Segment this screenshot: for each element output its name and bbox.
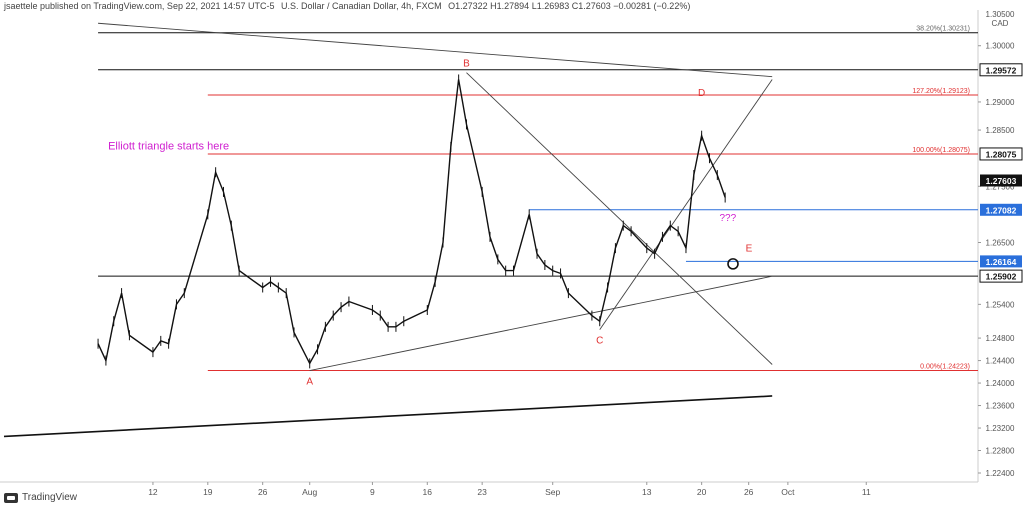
trendline-0	[309, 275, 773, 371]
time-tick-label-12: 11	[862, 487, 871, 497]
price-badge-label-1: 1.28075	[986, 149, 1017, 159]
time-tick-label-11: Oct	[781, 487, 795, 497]
price-tick-label-8: 1.24000	[986, 379, 1015, 388]
trendline-3	[3, 395, 773, 438]
wave-label-d: D	[698, 88, 705, 99]
price-badge-0	[979, 63, 1023, 77]
chart-header: jsaettele published on TradingView.com, …	[4, 1, 694, 11]
trendline-1	[466, 72, 773, 365]
time-tick-label-4: 9	[370, 487, 375, 497]
price-badge-label-5: 1.25902	[986, 272, 1017, 282]
price-badge-2	[980, 174, 1022, 187]
price-badge-label-0: 1.29572	[986, 65, 1017, 75]
price-series-line	[97, 79, 726, 365]
time-tick-label-1: 19	[203, 487, 213, 497]
fib-label-1: 127.20%(1.29123)	[912, 88, 970, 95]
price-tick-label-12: 1.22400	[986, 469, 1015, 478]
price-badge-4	[980, 255, 1022, 268]
wave-label-b: B	[463, 59, 470, 70]
price-badge-5	[979, 269, 1023, 283]
price-tick-label-10: 1.23200	[986, 424, 1015, 433]
wave-label-c: C	[596, 336, 603, 347]
fib-label-2: 100.00%(1.28075)	[912, 147, 970, 154]
question-annotation: ???	[719, 213, 736, 224]
price-tick-label-4: 1.26500	[986, 239, 1015, 248]
tradingview-brand[interactable]: TradingView	[4, 492, 77, 503]
price-tick-label-5: 1.25400	[986, 300, 1015, 309]
wave-label-e: E	[746, 244, 753, 255]
time-tick-label-0: 12	[148, 487, 158, 497]
price-tick-label-3: 1.27500	[986, 182, 1015, 191]
price-tick-label-11: 1.22800	[986, 447, 1015, 456]
target-circle-marker	[727, 258, 739, 270]
price-badge-3	[980, 203, 1022, 216]
time-tick-label-3: Aug	[302, 487, 317, 497]
tradingview-logo-icon	[4, 492, 18, 503]
publisher-text: jsaettele published on TradingView.com, …	[4, 1, 275, 11]
time-tick-label-7: Sep	[545, 487, 560, 497]
time-tick-label-6: 23	[477, 487, 487, 497]
wave-label-a: A	[306, 377, 313, 388]
time-tick-label-2: 26	[258, 487, 268, 497]
triangle-annotation: Elliott triangle starts here	[108, 141, 229, 153]
price-badge-label-2: 1.27603	[986, 176, 1017, 186]
time-tick-label-5: 16	[423, 487, 433, 497]
price-tick-label-7: 1.24400	[986, 357, 1015, 366]
ohlc-text: O1.27322 H1.27894 L1.26983 C1.27603 −0.0…	[448, 1, 691, 11]
price-tick-label-1: 1.29000	[986, 98, 1015, 107]
price-badge-label-4: 1.26164	[986, 257, 1017, 267]
price-badge-label-3: 1.27082	[986, 205, 1017, 215]
brand-label: TradingView	[22, 492, 78, 503]
price-tick-label-6: 1.24800	[986, 334, 1015, 343]
time-tick-label-10: 26	[744, 487, 754, 497]
fib-label-3: 0.00%(1.24223)	[920, 364, 970, 371]
price-badge-1	[979, 147, 1023, 161]
trendline-4	[98, 22, 773, 78]
price-tick-label-2: 1.28500	[986, 126, 1015, 135]
price-axis-top-label: 1.30500	[986, 10, 1015, 19]
currency-label: CAD	[992, 19, 1009, 28]
trendline-2	[599, 79, 773, 330]
price-tick-label-0: 1.30000	[986, 42, 1015, 51]
time-tick-label-8: 13	[642, 487, 652, 497]
fib-label-0: 38.20%(1.30231)	[916, 26, 970, 33]
price-tick-label-9: 1.23600	[986, 402, 1015, 411]
symbol-text: U.S. Dollar / Canadian Dollar, 4h, FXCM	[281, 1, 442, 11]
time-tick-label-9: 20	[697, 487, 707, 497]
